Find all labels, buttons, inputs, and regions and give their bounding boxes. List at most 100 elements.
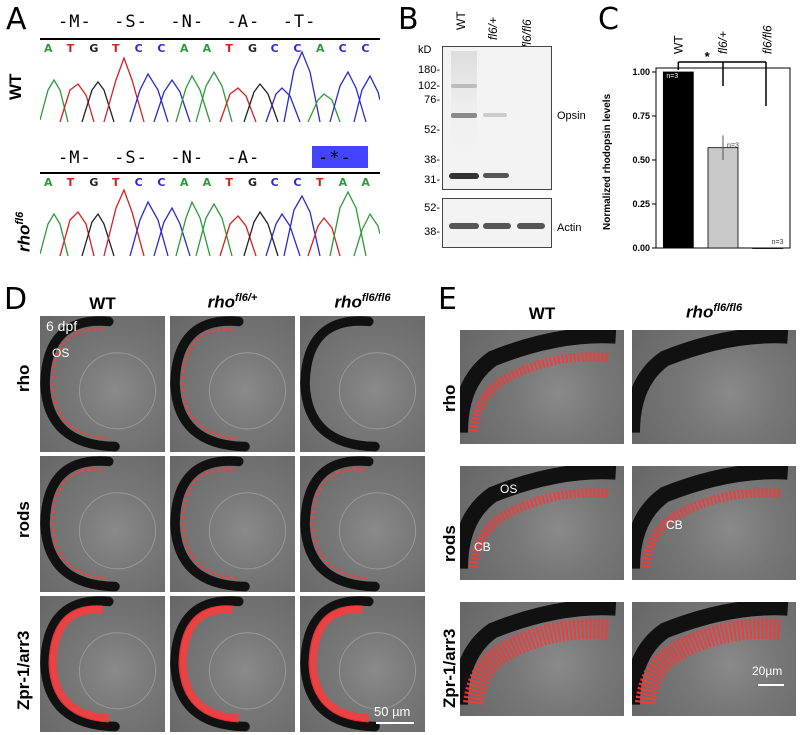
base-call: C	[157, 42, 166, 55]
d-micrograph-r1-c2	[300, 456, 425, 592]
stop-codon-text: -*-	[318, 148, 352, 168]
base-call: A	[202, 42, 212, 55]
base-call: T	[225, 176, 233, 189]
d-micrograph-r0-c0	[40, 316, 165, 452]
panel-c-letter: C	[598, 2, 619, 37]
panel-d-image-grid	[40, 316, 430, 735]
stop-codon-highlight	[312, 146, 368, 168]
e-col-wt: WT	[528, 304, 556, 323]
base-call: C	[270, 176, 279, 189]
base-call: A	[44, 42, 53, 55]
base-call: A	[361, 176, 370, 189]
micrograph-drawing	[460, 330, 617, 434]
micrograph-drawing	[300, 596, 417, 732]
opsin-band-het-52	[483, 113, 507, 117]
mw-marker: 180-	[417, 64, 440, 76]
actin-band-het	[483, 223, 511, 229]
n-label: n=3	[772, 239, 784, 246]
mw-marker: 31-	[424, 174, 440, 186]
base-call: G	[89, 42, 99, 55]
actin-blot	[442, 198, 552, 248]
panel-e-image-grid	[460, 330, 798, 716]
mw-marker: 102-	[417, 80, 440, 92]
mw-marker: 38-	[424, 226, 440, 238]
e-micrograph-r2-c0	[460, 602, 624, 716]
d-micrograph-r1-c0	[40, 456, 165, 592]
d-scalebar-label: 50 µm	[374, 704, 411, 719]
chart-column-header: WT	[671, 35, 685, 54]
mutant-amino-acids: -M- -S- -N- -A-	[58, 148, 261, 168]
e-micrograph-r0-c0	[460, 330, 624, 444]
panel-a-letter: A	[6, 2, 27, 37]
e-scalebar	[758, 684, 784, 686]
opsin-smear-wt	[451, 51, 477, 161]
bar	[662, 71, 694, 249]
micrograph-drawing	[632, 330, 789, 433]
base-call: A	[338, 176, 348, 189]
wt-row-label: WT	[6, 73, 25, 100]
mutant-sequence-line	[40, 172, 380, 174]
opsin-band-het-31	[483, 173, 509, 178]
wt-sequence-line	[40, 38, 380, 40]
base-call: G	[248, 42, 258, 55]
base-call: C	[134, 42, 143, 55]
bar	[707, 147, 739, 249]
d-scalebar	[376, 722, 414, 724]
micrograph-drawing	[170, 456, 287, 592]
d-row-rods: rods	[14, 501, 33, 538]
d-stage-label: 6 dpf	[46, 318, 78, 334]
kd-label: kD	[418, 44, 432, 56]
blot-column-headers: WT fl6/+ fl6/fl6	[450, 0, 560, 50]
d-micrograph-r2-c1	[170, 596, 295, 732]
micrograph-drawing	[40, 316, 157, 452]
wt-chromatogram	[40, 50, 380, 123]
panel-d-letter: D	[4, 282, 28, 317]
e-micrograph-r1-c1	[632, 466, 796, 580]
base-call: C	[157, 176, 166, 189]
micrograph-drawing	[170, 316, 287, 452]
base-call: C	[361, 42, 370, 55]
y-tick-label: 1.00	[632, 67, 650, 77]
mw-marker: 52-	[424, 202, 440, 214]
base-call: G	[89, 176, 99, 189]
mutant-chromatogram	[40, 188, 380, 257]
e-os-label: OS	[500, 482, 518, 496]
panel-b-letter: B	[398, 2, 419, 37]
e-row-zpr: Zpr-1/arr3	[440, 628, 459, 708]
micrograph-drawing	[40, 456, 157, 592]
wt-amino-acids: -M- -S- -N- -A- -T-	[58, 12, 317, 32]
d-col-hom: rhofl6/fl6	[334, 292, 391, 312]
d-micrograph-r2-c2	[300, 596, 425, 732]
base-call: T	[112, 176, 120, 189]
blot-col-wt: WT	[454, 11, 468, 30]
base-call: T	[66, 42, 75, 55]
base-call: T	[225, 42, 233, 55]
opsin-blot	[442, 46, 552, 190]
significance-star: *	[705, 49, 711, 64]
y-axis-label: Normalized rhodopsin levels	[602, 93, 613, 230]
e-micrograph-r0-c1	[632, 330, 796, 444]
e-row-rho: rho	[440, 384, 459, 412]
d-col-het: rhofl6/+	[207, 292, 258, 312]
micrograph-drawing	[40, 596, 157, 732]
base-call: C	[134, 176, 143, 189]
d-os-label: OS	[52, 346, 70, 360]
blot-col-het: fl6/+	[486, 16, 500, 40]
actin-band-hom	[517, 223, 545, 229]
micrograph-drawing	[632, 466, 789, 570]
micrograph-drawing	[460, 602, 617, 706]
y-tick-label: 0.00	[632, 243, 650, 253]
base-call: C	[338, 42, 347, 55]
d-micrograph-r0-c2	[300, 316, 425, 452]
n-label: n=3	[666, 73, 678, 80]
actin-markers: 52- 38-	[414, 198, 440, 246]
micrograph-drawing	[632, 602, 789, 706]
base-call: T	[112, 42, 120, 55]
e-scalebar-label: 20µm	[752, 664, 783, 678]
rhodopsin-bar-chart: 1.00 0.75 0.50 0.25 0.00 Normalized rhodopsin…	[602, 25, 791, 253]
actin-label: Actin	[557, 222, 582, 234]
micrograph-drawing	[170, 596, 287, 732]
mw-marker: 38-	[424, 154, 440, 166]
base-call: C	[293, 176, 302, 189]
